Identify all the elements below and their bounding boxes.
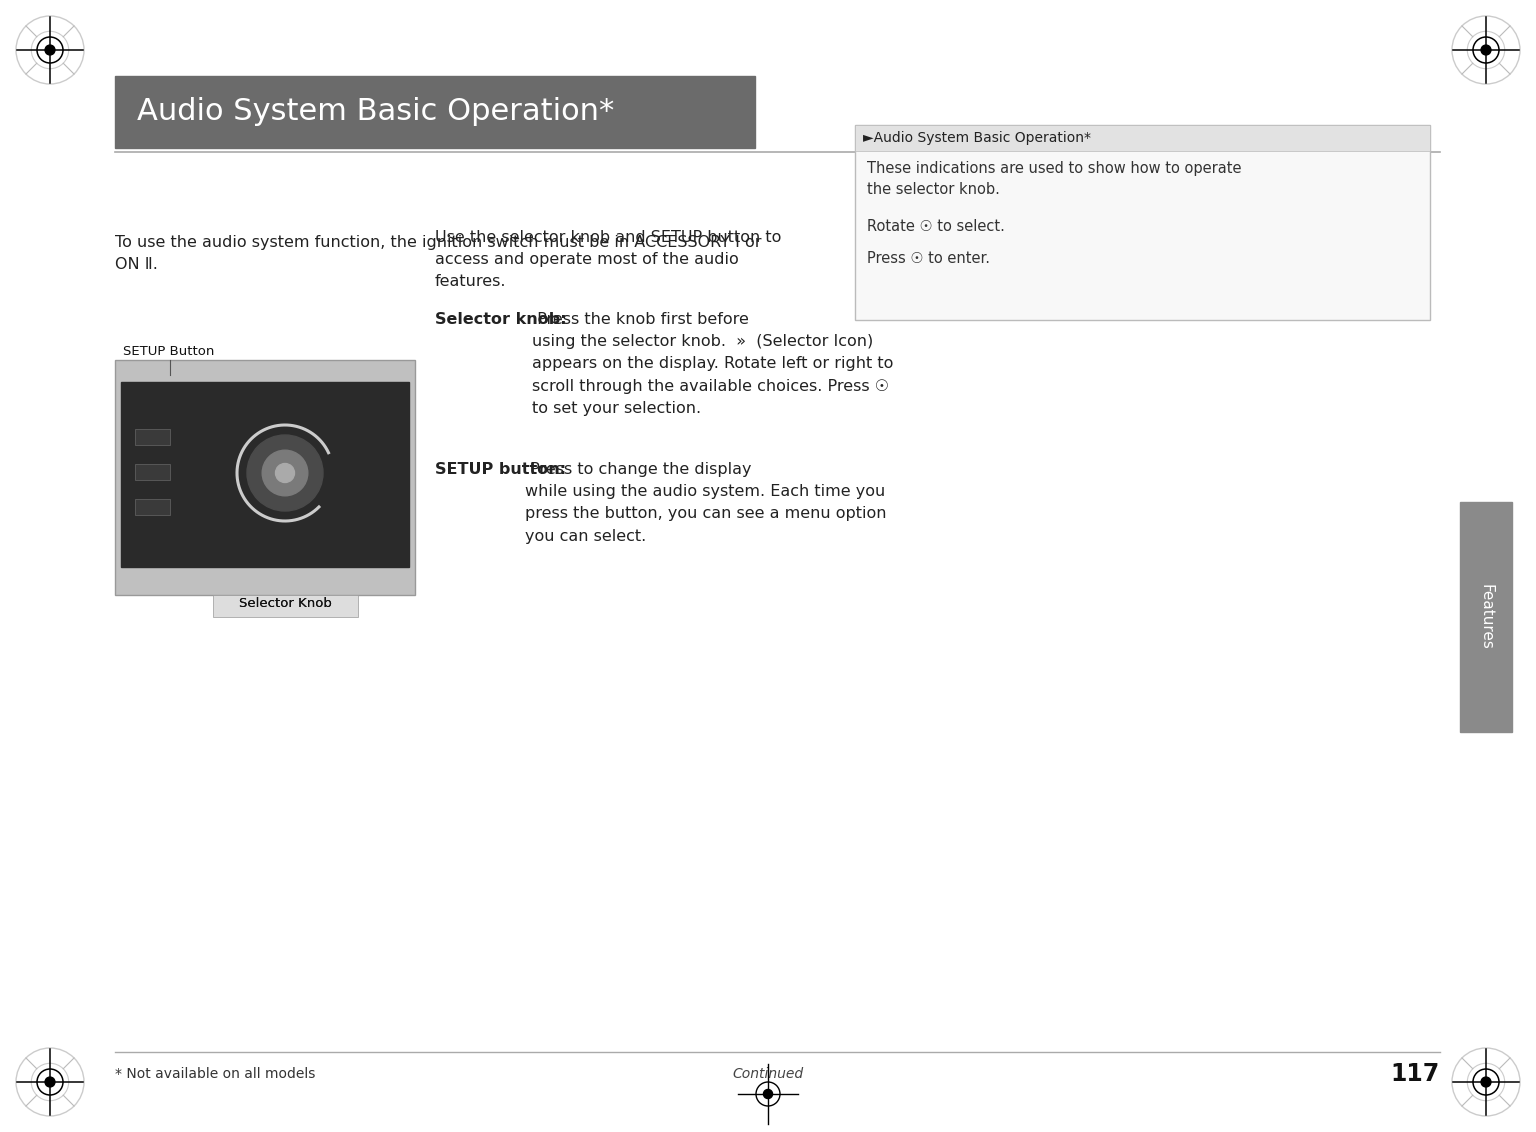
Circle shape bbox=[275, 463, 295, 482]
Text: These indications are used to show how to operate
the selector knob.: These indications are used to show how t… bbox=[866, 161, 1241, 197]
Circle shape bbox=[763, 1089, 773, 1098]
Bar bbox=[115, 360, 415, 595]
Circle shape bbox=[45, 1077, 55, 1087]
Text: SETUP Button: SETUP Button bbox=[123, 345, 215, 358]
Circle shape bbox=[263, 451, 307, 496]
Bar bbox=[135, 429, 170, 445]
Circle shape bbox=[1481, 45, 1491, 55]
Bar bbox=[135, 499, 170, 515]
Text: Audio System Basic Operation*: Audio System Basic Operation* bbox=[137, 97, 614, 127]
Text: 117: 117 bbox=[1390, 1062, 1441, 1086]
Bar bbox=[115, 76, 756, 148]
Bar bbox=[135, 464, 170, 480]
Text: ►Audio System Basic Operation*: ►Audio System Basic Operation* bbox=[863, 131, 1091, 145]
Text: To use the audio system function, the ignition switch must be in ACCESSORY Ⅰ or: To use the audio system function, the ig… bbox=[115, 235, 762, 250]
Bar bbox=[121, 381, 409, 567]
Circle shape bbox=[247, 435, 323, 511]
Text: Press ☉ to enter.: Press ☉ to enter. bbox=[866, 251, 991, 266]
Text: Features: Features bbox=[1479, 584, 1493, 650]
Text: Press the knob first before
using the selector knob.  »  (Selector Icon)
appears: Press the knob first before using the se… bbox=[531, 312, 892, 415]
Text: * Not available on all models: * Not available on all models bbox=[115, 1067, 315, 1081]
Bar bbox=[1461, 501, 1511, 732]
Text: Selector Knob: Selector Knob bbox=[238, 597, 332, 610]
Text: Selector Knob: Selector Knob bbox=[238, 597, 332, 610]
Text: SETUP button:: SETUP button: bbox=[435, 462, 567, 477]
Text: Continued: Continued bbox=[733, 1067, 803, 1081]
Text: Use the selector knob and SETUP button to
access and operate most of the audio
f: Use the selector knob and SETUP button t… bbox=[435, 230, 782, 290]
Circle shape bbox=[45, 45, 55, 55]
Bar bbox=[856, 125, 1430, 151]
Text: ON Ⅱ.: ON Ⅱ. bbox=[115, 257, 158, 272]
Text: Press to change the display
while using the audio system. Each time you
press th: Press to change the display while using … bbox=[525, 462, 886, 543]
Circle shape bbox=[1481, 1077, 1491, 1087]
Bar bbox=[214, 595, 358, 617]
Bar bbox=[856, 125, 1430, 320]
Text: Selector knob:: Selector knob: bbox=[435, 312, 567, 327]
Text: Rotate ☉ to select.: Rotate ☉ to select. bbox=[866, 218, 1005, 234]
